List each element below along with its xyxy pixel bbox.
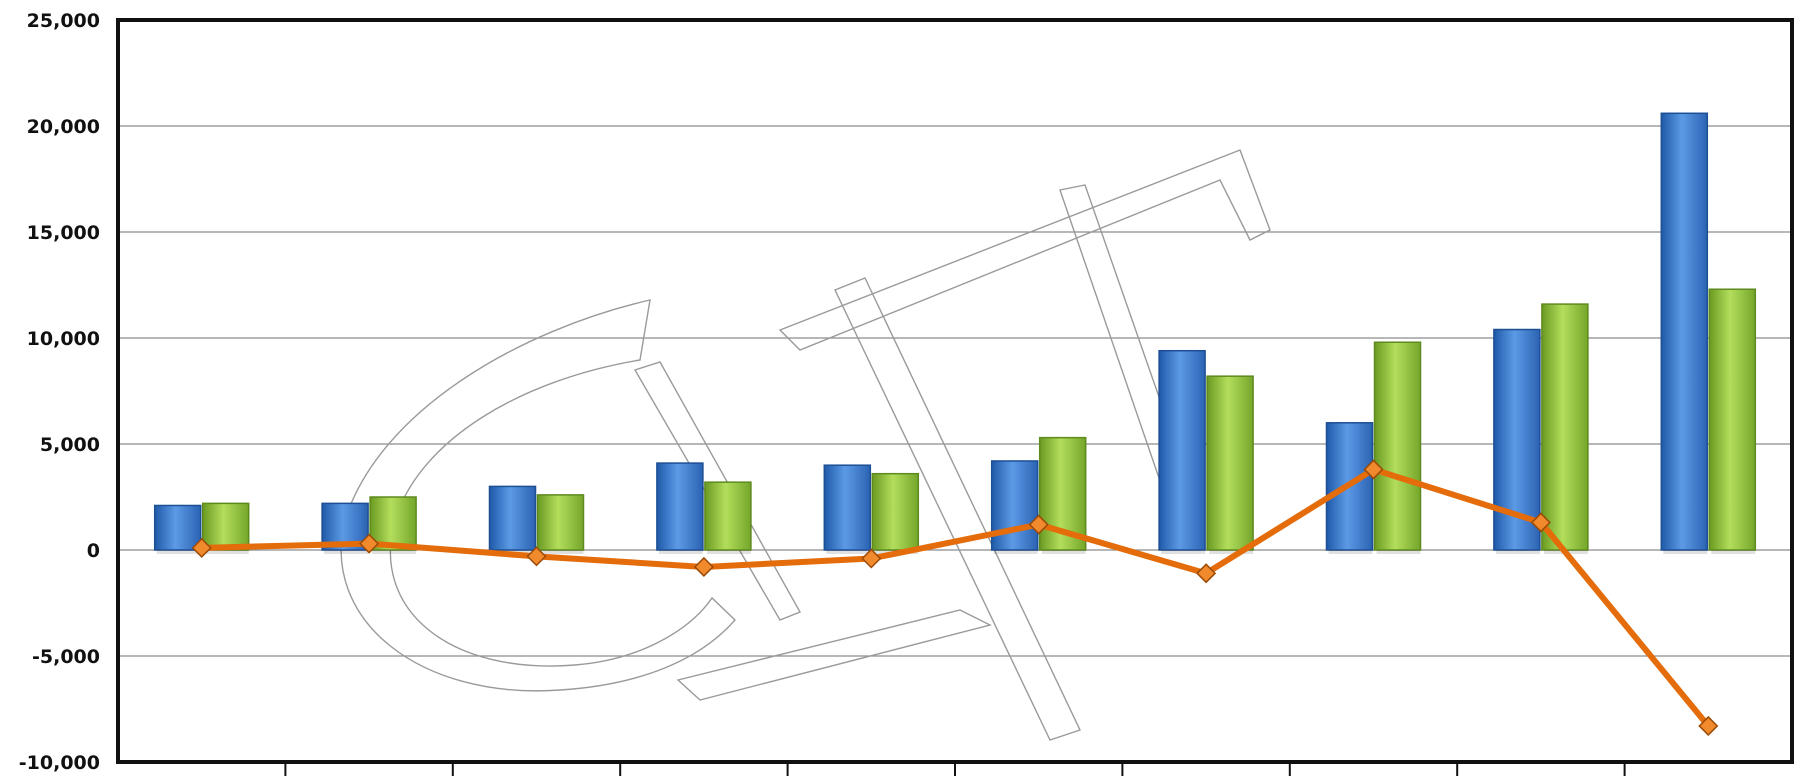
- line-marker: [526, 546, 547, 567]
- bar-shadow: [1209, 550, 1254, 554]
- y-tick-label: 5,000: [40, 434, 100, 456]
- bar-series-2: [1206, 375, 1254, 551]
- bar-shadow: [706, 550, 751, 554]
- line-marker: [1530, 512, 1551, 533]
- bar-shadow: [826, 550, 871, 554]
- line-marker: [1028, 514, 1049, 535]
- bar-series-2: [201, 502, 250, 551]
- bar-shadow: [1328, 550, 1373, 554]
- bar-series-1: [990, 460, 1039, 551]
- y-tick-label: 25,000: [27, 10, 100, 32]
- y-tick-label: -5,000: [32, 646, 100, 668]
- bar-series-1: [823, 464, 872, 551]
- bars: [153, 112, 1757, 554]
- bar-shadow: [156, 550, 201, 554]
- bar-shadow: [658, 550, 703, 554]
- bar-shadow: [1663, 550, 1708, 554]
- line-marker: [861, 548, 882, 569]
- line-marker: [1698, 715, 1719, 737]
- line-series: [191, 459, 1719, 737]
- y-axis-tick-labels: 25,000 20,000 15,000 10,000 5,000 0 -5,000 -10,…: [19, 10, 100, 774]
- bar-series-1: [656, 462, 704, 551]
- y-tick-label: 10,000: [27, 328, 100, 350]
- y-tick-label: -10,000: [19, 752, 100, 774]
- bar-shadow: [1161, 550, 1206, 554]
- bar-series-1: [1158, 349, 1206, 551]
- bar-shadow: [204, 550, 249, 554]
- bar-shadow: [1711, 550, 1756, 554]
- y-tick-label: 0: [87, 540, 100, 562]
- line-marker: [191, 537, 212, 558]
- bar-shadow: [1495, 550, 1540, 554]
- bar-series-1: [488, 485, 537, 551]
- gridlines: [118, 125, 1792, 657]
- watermark-logo: [340, 149, 1271, 741]
- bar-series-2: [704, 481, 752, 551]
- line-marker: [693, 556, 714, 578]
- bar-series-2: [536, 494, 585, 551]
- line-marker: [1196, 563, 1217, 584]
- y-tick-label: 20,000: [27, 116, 100, 138]
- line-marker: [359, 533, 380, 554]
- line-series-path: [198, 466, 1712, 729]
- plot-frame: [116, 18, 1794, 764]
- bar-shadow: [539, 550, 584, 554]
- bar-series-2: [369, 496, 417, 551]
- bar-shadow: [324, 550, 369, 554]
- bar-shadow: [993, 550, 1038, 554]
- bar-series-2: [1541, 303, 1589, 551]
- bar-shadow: [1376, 550, 1421, 554]
- category-ticks: [284, 762, 1626, 776]
- bar-shadow: [1041, 550, 1086, 554]
- bar-series-2: [871, 472, 920, 551]
- bar-series-2: [1373, 341, 1422, 551]
- bar-series-1: [1660, 112, 1709, 551]
- bar-series-2: [1708, 288, 1757, 551]
- line-marker: [1363, 459, 1384, 480]
- y-tick-label: 15,000: [27, 222, 100, 244]
- bar-shadow: [372, 550, 417, 554]
- bar-series-1: [153, 504, 202, 551]
